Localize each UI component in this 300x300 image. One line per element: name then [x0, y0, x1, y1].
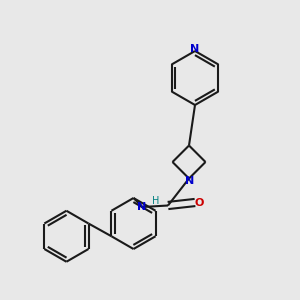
Text: O: O [195, 197, 204, 208]
Text: N: N [137, 202, 146, 212]
Text: N: N [185, 176, 194, 186]
Text: H: H [152, 196, 159, 206]
Text: N: N [190, 44, 199, 55]
